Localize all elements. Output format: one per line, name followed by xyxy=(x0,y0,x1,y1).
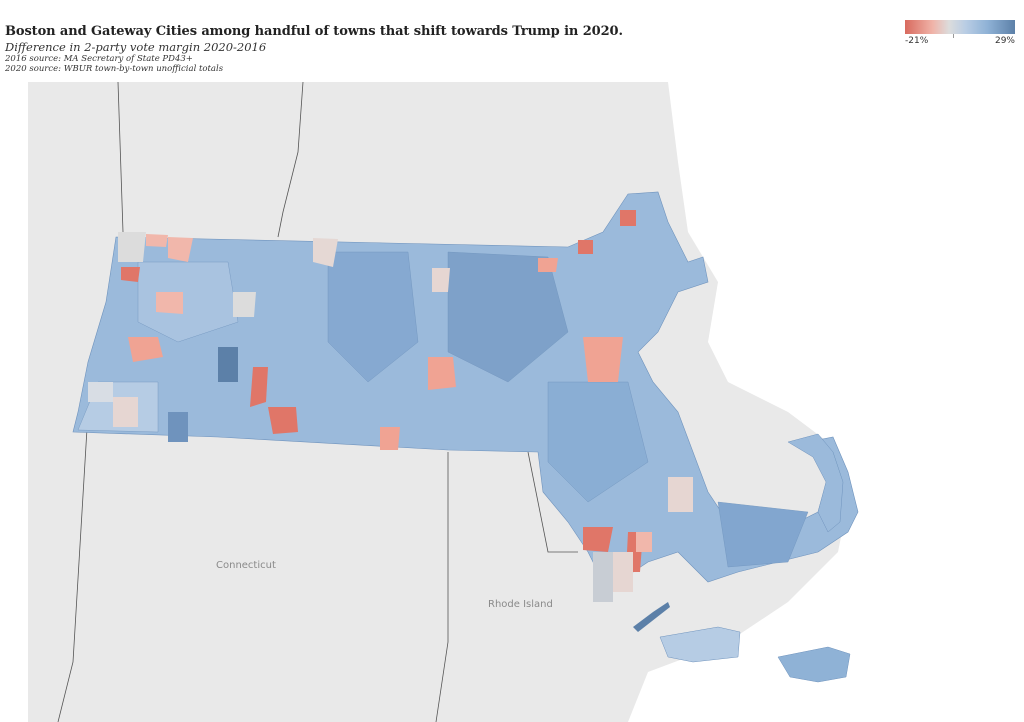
legend-max-label: 29% xyxy=(994,36,1015,46)
map-view[interactable]: Connecticut Rhode Island xyxy=(28,82,900,722)
chart-title: Boston and Gateway Cities among handful … xyxy=(5,24,623,39)
town-red-fall-river[interactable] xyxy=(583,527,613,552)
cape-cod-outer[interactable] xyxy=(787,433,844,533)
town-region-berkshire[interactable] xyxy=(137,261,239,343)
color-legend[interactable]: -21% 29% xyxy=(905,20,1017,46)
elizabeth-islands[interactable] xyxy=(633,602,670,632)
town-neutral-2[interactable] xyxy=(313,238,338,267)
town-red-holyoke[interactable] xyxy=(250,367,268,407)
legend-zero-tick xyxy=(953,34,954,38)
town-pink-1[interactable] xyxy=(146,234,168,247)
map-svg[interactable]: Connecticut Rhode Island xyxy=(28,82,900,722)
town-pink-5[interactable] xyxy=(636,532,652,552)
ri-ma-border xyxy=(527,451,578,553)
town-pink-boston[interactable] xyxy=(583,337,623,382)
town-neutral-6[interactable] xyxy=(113,397,138,427)
legend-min-label: -21% xyxy=(905,36,929,46)
town-red-lawrence[interactable] xyxy=(578,240,593,254)
town-region-cape[interactable] xyxy=(717,501,809,568)
town-pink-4[interactable] xyxy=(380,427,400,450)
nantucket[interactable] xyxy=(777,646,851,683)
town-neutral-4[interactable] xyxy=(233,292,256,317)
rhode-island-label: Rhode Island xyxy=(488,599,553,610)
town-pink-3[interactable] xyxy=(156,292,183,314)
town-pink-pittsfield[interactable] xyxy=(128,337,163,362)
town-red-springfield[interactable] xyxy=(268,407,298,434)
town-region-northeast[interactable] xyxy=(447,251,569,383)
marthas-vineyard[interactable] xyxy=(659,626,741,663)
header: Boston and Gateway Cities among handful … xyxy=(5,24,865,74)
town-pink-lowell[interactable] xyxy=(538,258,558,272)
town-pink-2[interactable] xyxy=(168,237,193,262)
ocean xyxy=(628,82,900,722)
town-red-north-adams[interactable] xyxy=(121,267,140,282)
vt-nh-border xyxy=(277,82,304,238)
town-neutral-1[interactable] xyxy=(118,232,146,262)
source-2020: 2020 source: WBUR town-by-town unofficia… xyxy=(5,64,224,74)
massachusetts-towns[interactable] xyxy=(72,191,859,583)
town-neutral-3[interactable] xyxy=(432,268,450,292)
town-region-central[interactable] xyxy=(327,251,419,383)
legend-labels: -21% 29% xyxy=(905,36,1015,46)
town-red-haverhill[interactable] xyxy=(620,210,636,226)
connecticut-label: Connecticut xyxy=(216,560,276,571)
town-pink-worcester[interactable] xyxy=(428,357,456,390)
source-2016: 2016 source: MA Secretary of State PD43+ xyxy=(5,54,193,64)
town-neutral-dartmouth[interactable] xyxy=(613,552,633,592)
legend-gradient-bar xyxy=(905,20,1015,34)
town-neutral-westport[interactable] xyxy=(593,552,613,602)
chart-subtitle: Difference in 2-party vote margin 2020-2… xyxy=(5,40,267,54)
town-dark-blue-2[interactable] xyxy=(168,412,188,442)
town-neutral-7[interactable] xyxy=(668,477,693,512)
town-neutral-5[interactable] xyxy=(88,382,113,402)
ct-ri-border xyxy=(435,452,449,722)
town-dark-blue-1[interactable] xyxy=(218,347,238,382)
